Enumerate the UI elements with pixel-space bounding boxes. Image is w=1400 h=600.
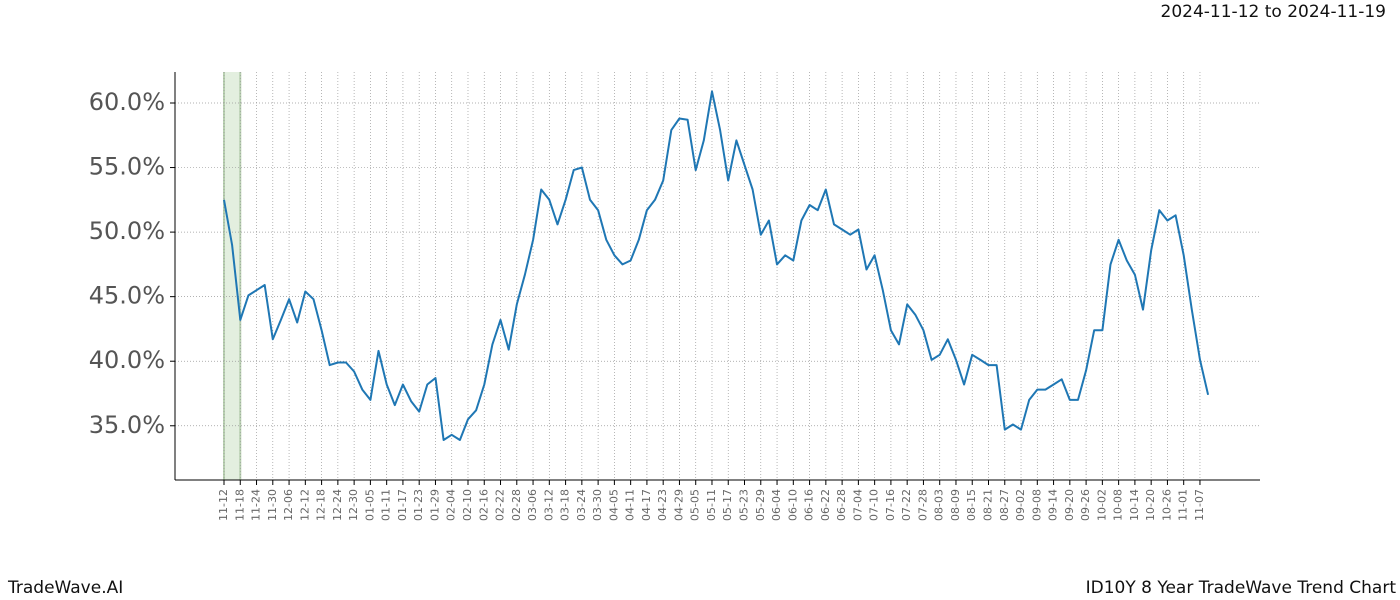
x-tick-label: 01-23 [412, 489, 425, 521]
x-tick-label: 09-20 [1063, 489, 1076, 521]
x-tick-label: 05-23 [738, 489, 751, 521]
x-tick-label: 07-10 [868, 489, 881, 521]
x-tick-label: 06-10 [786, 489, 799, 521]
x-tick-label: 04-17 [640, 489, 653, 521]
x-tick-label: 09-02 [1014, 489, 1027, 521]
x-tick-label: 10-02 [1095, 489, 1108, 521]
x-tick-label: 02-16 [477, 489, 490, 521]
x-tick-label: 11-24 [250, 489, 263, 521]
x-tick-label: 07-16 [884, 489, 897, 521]
x-tick-label: 03-06 [526, 489, 539, 521]
y-tick-label: 45.0% [89, 282, 165, 310]
x-tick-label: 04-23 [656, 489, 669, 521]
x-tick-label: 05-11 [705, 489, 718, 521]
date-range: 2024-11-12 to 2024-11-19 [1161, 2, 1386, 22]
x-tick-label: 07-22 [900, 489, 913, 521]
x-tick-label: 01-05 [363, 489, 376, 521]
x-tick-label: 11-01 [1177, 489, 1190, 521]
x-tick-label: 10-14 [1128, 489, 1141, 521]
trend-line [223, 90, 1210, 441]
x-tick-label: 11-07 [1193, 489, 1206, 521]
x-tick-label: 04-05 [607, 489, 620, 521]
x-tick-label: 09-08 [1030, 489, 1043, 521]
x-tick-label: 05-29 [754, 489, 767, 521]
x-tick-label: 07-28 [916, 489, 929, 521]
x-tick-label: 04-29 [672, 489, 685, 521]
x-tick-label: 02-28 [510, 489, 523, 521]
highlight-band [224, 72, 241, 480]
x-tick-label: 12-06 [282, 489, 295, 521]
x-tick-label: 02-22 [494, 489, 507, 521]
x-tick-label: 06-28 [835, 489, 848, 521]
x-tick-label: 12-12 [298, 489, 311, 521]
x-tick-label: 08-27 [998, 489, 1011, 521]
x-tick-label: 12-24 [331, 489, 344, 521]
x-tick-label: 09-26 [1079, 489, 1092, 521]
x-tick-label: 05-05 [689, 489, 702, 521]
x-tick-label: 03-30 [591, 489, 604, 521]
x-tick-label: 11-18 [233, 489, 246, 521]
x-tick-label: 12-18 [315, 489, 328, 521]
x-tick-label: 06-16 [803, 489, 816, 521]
x-tick-label: 01-29 [428, 489, 441, 521]
x-tick-label: 01-11 [380, 489, 393, 521]
x-tick-label: 10-08 [1112, 489, 1125, 521]
x-tick-label: 11-30 [266, 489, 279, 521]
y-tick-label: 55.0% [89, 153, 165, 181]
x-tick-label: 07-04 [851, 489, 864, 521]
x-tick-label: 08-03 [933, 489, 946, 521]
y-tick-label: 35.0% [89, 411, 165, 439]
x-tick-label: 12-30 [347, 489, 360, 521]
x-tick-label: 10-26 [1160, 489, 1173, 521]
x-tick-label: 03-12 [542, 489, 555, 521]
x-tick-label: 09-14 [1047, 489, 1060, 521]
y-tick-label: 60.0% [89, 88, 165, 116]
x-tick-label: 08-09 [949, 489, 962, 521]
x-tick-label: 06-22 [819, 489, 832, 521]
x-tick-label: 03-24 [575, 489, 588, 521]
x-tick-label: 05-17 [721, 489, 734, 521]
y-tick-label: 40.0% [89, 346, 165, 374]
x-tick-label: 08-15 [965, 489, 978, 521]
x-tick-label: 03-18 [559, 489, 572, 521]
x-tick-label: 01-17 [396, 489, 409, 521]
x-tick-label: 02-10 [461, 489, 474, 521]
chart-title: ID10Y 8 Year TradeWave Trend Chart [1086, 578, 1397, 598]
x-tick-label: 08-21 [982, 489, 995, 521]
x-tick-label: 02-04 [445, 489, 458, 521]
x-tick-label: 10-20 [1144, 489, 1157, 521]
brand: TradeWave.AI [7, 578, 123, 598]
x-tick-label: 06-04 [770, 489, 783, 521]
x-tick-label: 11-12 [217, 489, 230, 521]
x-tick-label: 04-11 [624, 489, 637, 521]
y-tick-label: 50.0% [89, 217, 165, 245]
